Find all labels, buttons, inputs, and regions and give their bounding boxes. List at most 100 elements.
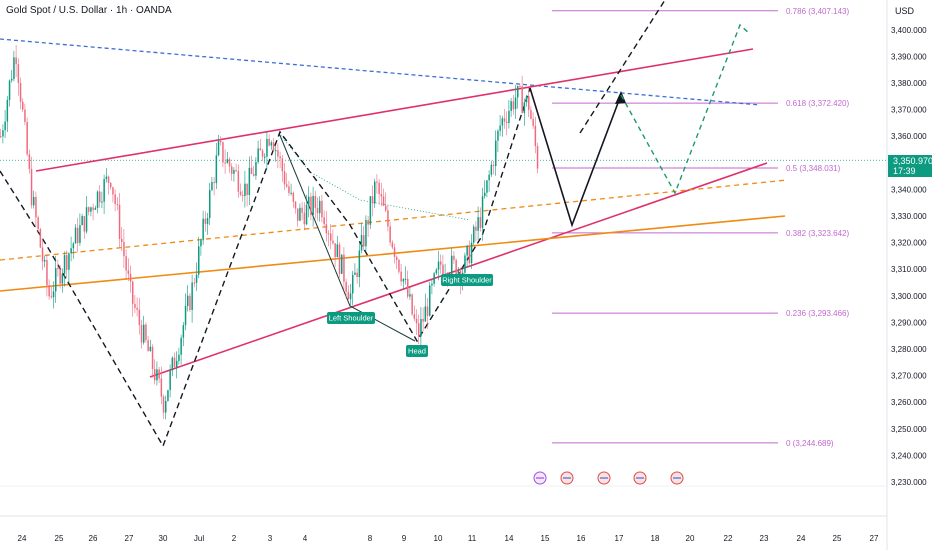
candle-body [90,207,92,212]
candle-body [88,207,90,212]
candle-body [30,168,33,206]
candle-body [532,118,534,126]
candle-body [470,242,473,264]
candle-body [24,109,26,122]
candle-body [116,204,119,206]
candle-body [167,390,169,401]
candle-body [453,255,455,260]
candle-body [385,205,387,211]
orange-dashed-line [0,179,788,261]
candle-body [301,207,303,213]
candle-body [195,274,198,283]
y-tick-label: 3,260.000 [891,398,927,407]
candle-body [63,255,66,274]
candle-body [147,340,149,352]
candle-body [473,226,475,243]
candle-body [343,254,345,282]
candle-body [290,192,292,194]
candle-body [178,354,180,361]
candle-body [407,278,409,297]
candle-body [81,216,83,226]
x-tick-label: 14 [505,534,514,543]
candle-body [33,196,35,206]
candle-body [41,247,44,262]
candle-body [261,150,264,157]
candle-body [239,191,242,195]
candle-body [314,195,317,208]
candle-body [398,259,400,272]
candle-body [129,273,132,282]
fib-level-label: 0.236 (3,293.466) [786,309,849,318]
candle-body [514,97,517,110]
candle-body [13,57,15,79]
candle-body [288,186,290,193]
candle-body [275,150,277,152]
candle-body [492,164,495,166]
candle-body [237,170,240,192]
candle-body [365,219,367,247]
candle-body [228,159,231,167]
fib-level-label: 0.5 (3,348.031) [786,164,841,173]
candle-body [125,256,127,271]
x-tick-label: 2 [232,534,237,543]
candle-body [347,291,350,300]
candle-body [246,183,248,195]
candle-body [59,269,61,284]
pattern-label-box [406,345,428,357]
candle-body [367,219,369,225]
candle-body [248,167,251,195]
candle-body [409,294,411,297]
candle-body [297,208,299,221]
candle-body [160,378,163,397]
candle-body [193,282,196,284]
candle-body [354,272,356,275]
candle-body [202,218,204,241]
candle-body [244,183,246,196]
candle-body [536,146,539,169]
last-price-value: 3,350.970 [893,156,932,166]
candle-body [103,179,105,202]
black-projection-path [529,87,622,228]
candle-body [411,294,413,315]
y-tick-label: 3,390.000 [891,52,927,61]
x-tick-label: 8 [368,534,373,543]
candle-body [233,170,235,174]
black-wave-path [0,87,531,448]
candle-body [99,191,101,203]
candle-body [270,142,273,146]
candle-body [231,166,233,174]
x-tick-label: 10 [434,534,443,543]
candle-body [426,306,429,316]
candle-body [136,307,138,310]
candle-body [528,96,530,110]
candle-body [220,140,222,143]
x-tick-label: 24 [18,534,27,543]
candle-body [107,176,110,183]
x-tick-label: 11 [468,534,477,543]
candle-body [171,357,174,371]
candle-body [96,191,99,208]
candle-body [521,86,523,114]
x-tick-label: 26 [89,534,98,543]
candle-body [303,212,306,225]
candle-body [396,256,398,260]
candle-body [176,360,178,368]
x-tick-label: 18 [651,534,660,543]
last-price-tag: 3,350.970 17:39 [888,155,932,177]
candle-body [235,170,237,172]
pattern-labels: Left Shoulder Head Right Shoulder [327,274,493,357]
price-axis-panel [887,0,932,550]
candle-body [250,167,253,174]
candle-body [387,210,389,227]
y-tick-label: 3,380.000 [891,79,927,88]
candle-body [15,57,17,65]
pattern-label-text: Right Shoulder [442,276,492,285]
candle-body [336,244,339,258]
candle-body [356,272,358,278]
candle-body [110,182,112,188]
candle-body [424,306,427,322]
candle-body [158,369,160,379]
candle-body [79,225,81,243]
candle-body [281,158,284,172]
